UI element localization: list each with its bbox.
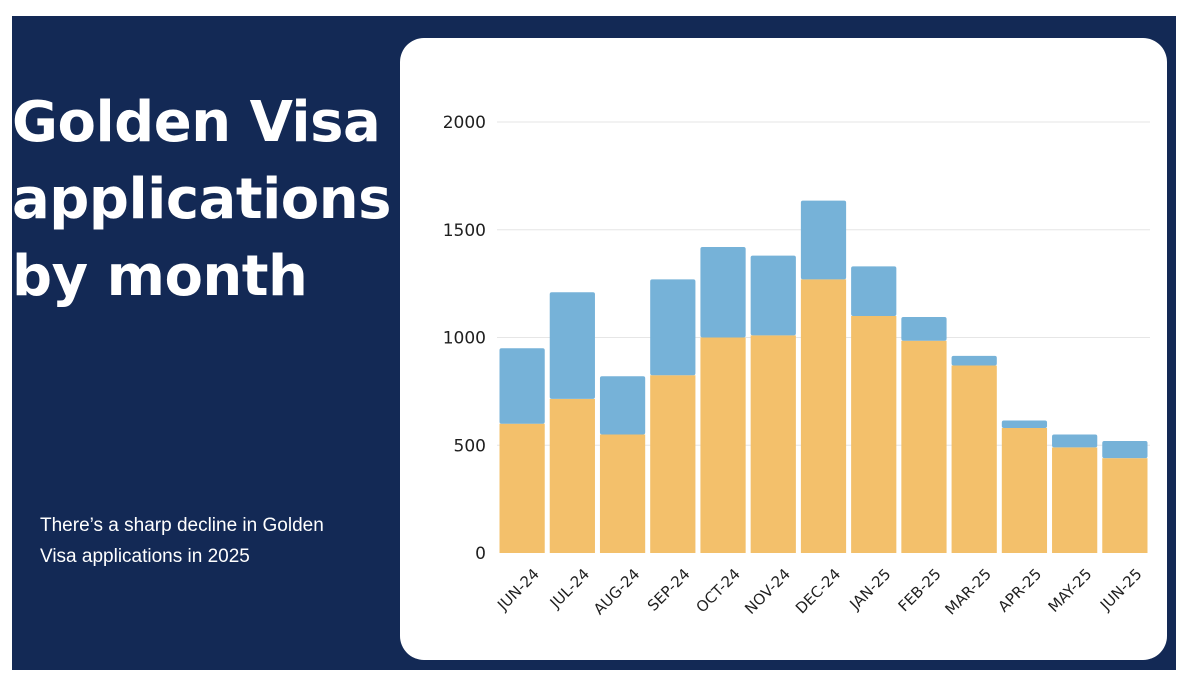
x-tick-label: AUG-24 [590,565,643,618]
bar-segment-series-1 [800,279,847,553]
x-tick-label: DEC-24 [792,565,844,617]
bar-segment-series-2 [700,246,746,338]
bar-segment-series-1 [499,423,545,553]
bar-segment-series-1 [549,398,595,553]
chart-card: 0 500 1000 1500 2000 JUN-24 JUL-24 AUG-24 SEP-2… [400,38,1167,660]
bar-segment-series-1 [700,337,746,553]
bar-segment-series-2 [599,376,646,435]
y-tick-label: 1000 [443,329,486,349]
bar-segment-series-1 [1102,458,1148,553]
chart-note: There’s a sharp decline in Golden Visa a… [40,515,324,567]
bar-segment-series-1 [1001,428,1048,553]
y-tick-label: 1500 [443,221,486,241]
bar-segment-series-2 [800,200,847,280]
x-tick-label: JUL-24 [546,565,593,612]
y-axis-ticks: 0 500 1000 1500 2000 [443,113,486,564]
bar-segment-series-2 [750,255,796,336]
bar-segment-series-2 [951,355,997,366]
x-tick-label: FEB-25 [895,565,945,615]
x-tick-label: APR-25 [995,565,1046,616]
x-tick-label: SEP-24 [644,565,694,615]
bar-segment-series-1 [750,335,796,553]
x-tick-label: JAN-25 [846,565,895,614]
bar-segment-series-2 [650,279,696,376]
bar-segment-series-2 [549,292,595,399]
y-tick-label: 500 [454,436,486,456]
page-title: Golden Visa applications by month [12,90,391,309]
bar-segment-series-1 [851,315,897,553]
x-tick-label: JUN-25 [1096,565,1146,615]
bar-segment-series-2 [1001,420,1048,429]
bars [499,200,1148,553]
y-tick-label: 2000 [443,113,486,133]
x-tick-label: OCT-24 [692,565,743,616]
bar-segment-series-2 [499,348,545,424]
x-tick-label: MAR-25 [942,565,995,618]
bar-segment-series-1 [951,365,997,553]
bar-segment-series-2 [1052,434,1098,448]
bar-segment-series-2 [1102,440,1148,459]
x-tick-label: MAY-25 [1045,565,1096,616]
bar-segment-series-2 [901,317,947,341]
x-tick-label: JUN-24 [493,565,543,615]
bar-segment-series-1 [1052,447,1098,553]
x-tick-label: NOV-24 [741,565,794,618]
bar-segment-series-1 [901,340,947,553]
y-tick-label: 0 [475,544,486,564]
bar-segment-series-1 [599,434,646,553]
bar-segment-series-2 [851,266,897,316]
bar-segment-series-1 [650,375,696,553]
